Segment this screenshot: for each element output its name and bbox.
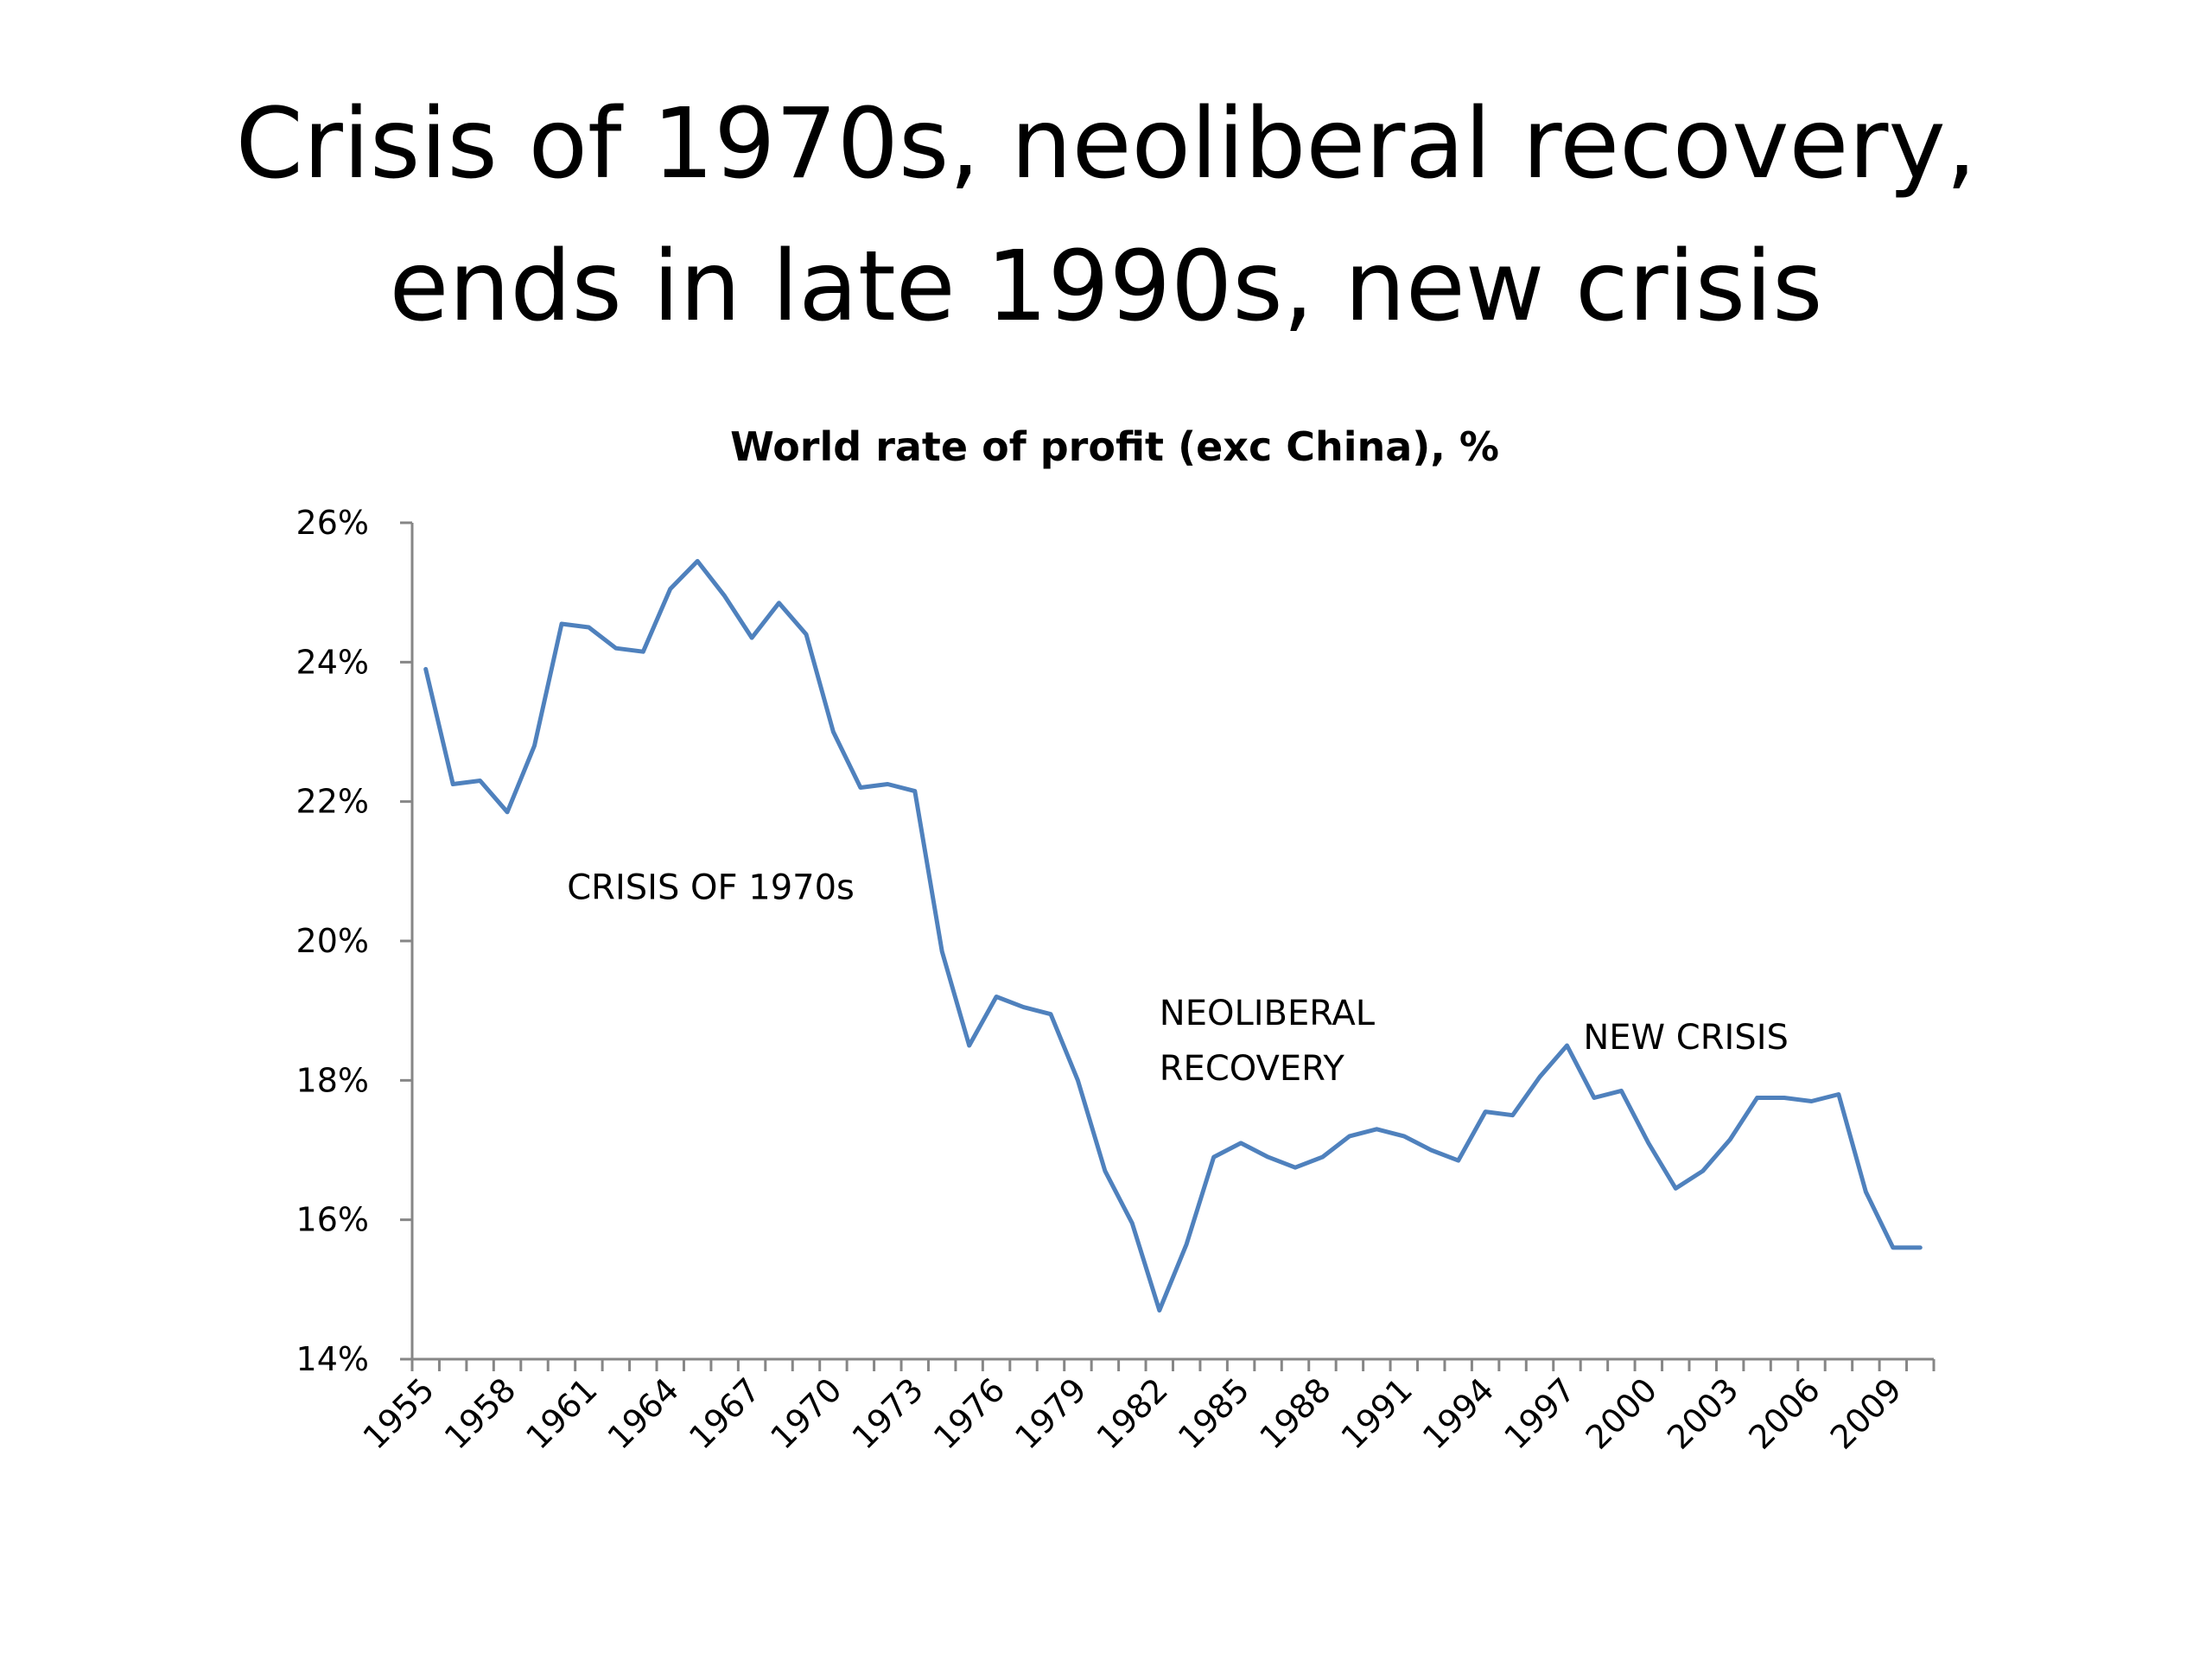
y-tick-label: 20% (296, 922, 369, 960)
chart-title: World rate of profit (exc China), % (730, 423, 1499, 470)
chart-annotation: NEOLIBERAL RECOVERY (1160, 994, 1376, 1089)
y-tick-label: 22% (296, 783, 369, 821)
annotation-layer: CRISIS OF 1970s NEOLIBERAL RECOVERY NEW CRI… (567, 868, 1789, 1089)
chart-annotation: CRISIS OF 1970s (567, 868, 855, 908)
x-tick-label: 2000 (1579, 1370, 1665, 1457)
x-tick-label: 1976 (926, 1370, 1013, 1457)
x-tick-label: 1964 (601, 1370, 687, 1457)
x-tick-label: 1973 (845, 1370, 931, 1457)
x-tick-label: 1955 (356, 1370, 442, 1457)
x-tick-label: 1958 (437, 1370, 524, 1457)
x-tick-label: 2006 (1741, 1370, 1827, 1457)
x-tick-label: 1982 (1090, 1370, 1176, 1457)
x-tick-label: 2003 (1660, 1370, 1746, 1457)
x-tick-label: 1979 (1007, 1370, 1094, 1457)
y-tick-label: 16% (296, 1201, 369, 1239)
x-tick-label: 1985 (1171, 1370, 1257, 1457)
x-tick-label: 1988 (1252, 1370, 1338, 1457)
y-tick-label: 26% (296, 504, 369, 542)
slide-title: Crisis of 1970s, neoliberal recovery, en… (0, 73, 2212, 359)
y-tick-label: 24% (296, 643, 369, 681)
series-layer (423, 558, 1923, 1313)
y-tick-label: 14% (296, 1340, 369, 1378)
x-axis-ticks: 1955195819611964196719701973197619791982… (356, 1359, 1936, 1457)
series-line (423, 558, 1923, 1313)
x-tick-label: 2009 (1823, 1370, 1910, 1457)
slide-title-line-2: ends in late 1990s, new crisis (389, 231, 1823, 343)
x-tick-label: 1994 (1415, 1370, 1502, 1457)
chart-annotation: NEW CRISIS (1583, 1018, 1789, 1058)
slide-title-line-1: Crisis of 1970s, neoliberal recovery, (235, 88, 1977, 200)
y-tick-label: 18% (296, 1061, 369, 1099)
x-tick-label: 1997 (1497, 1370, 1583, 1457)
x-tick-label: 1970 (763, 1370, 849, 1457)
y-axis-ticks: 14% 16% 18% 20% 22% 24% 26% (296, 504, 412, 1378)
x-tick-label: 1991 (1334, 1370, 1421, 1457)
x-tick-label: 1967 (682, 1370, 768, 1457)
x-tick-label: 1961 (518, 1370, 605, 1457)
